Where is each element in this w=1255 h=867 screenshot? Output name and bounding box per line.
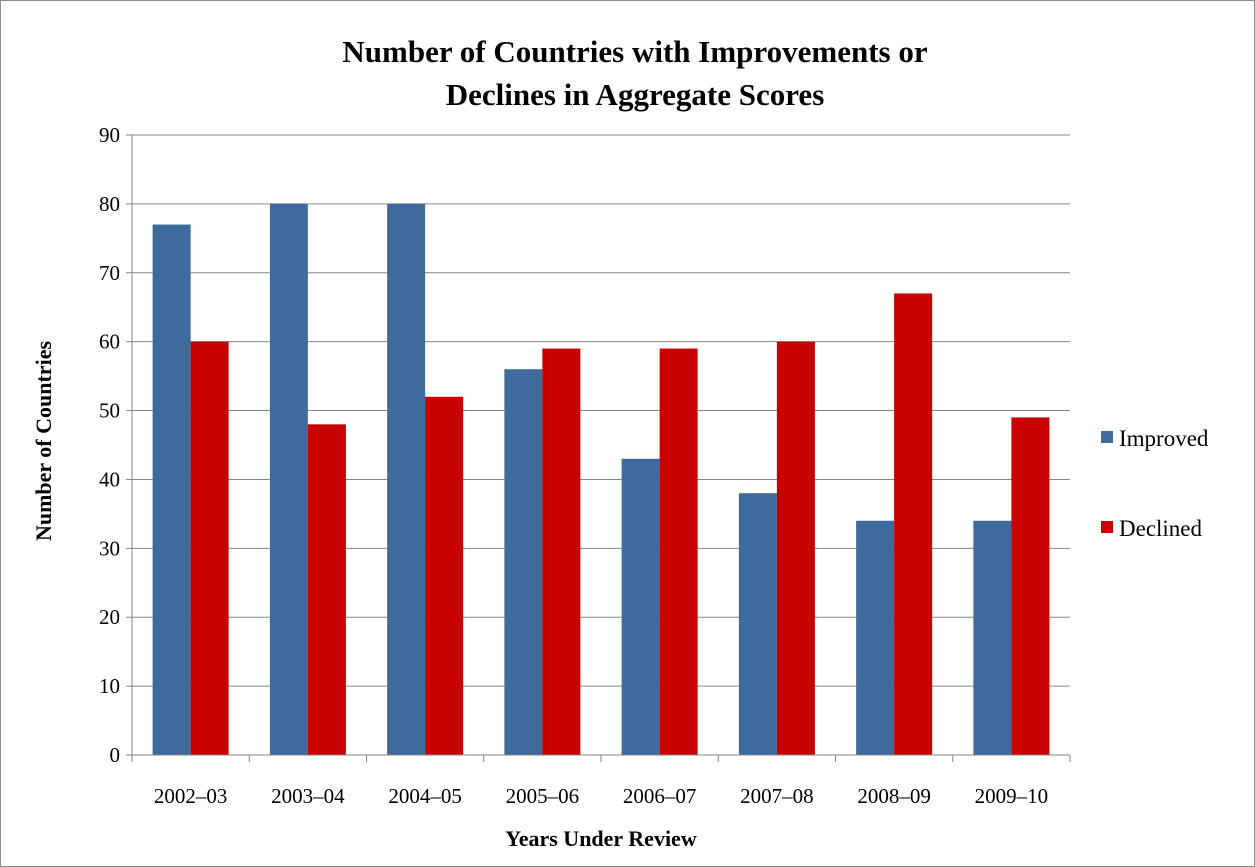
y-tick-label: 60: [99, 330, 120, 354]
y-tick-label: 0: [110, 743, 121, 767]
y-tick-label: 30: [99, 536, 120, 560]
y-tick-label: 70: [99, 261, 120, 285]
bar-declined-2003–04: [307, 424, 346, 755]
y-axis-title: Number of Countries: [31, 341, 56, 541]
y-tick-labels: 0 10 20 30 40 50 60 70 80 90: [99, 123, 120, 767]
legend: Improved Declined: [1101, 426, 1209, 541]
bar-improved-2005–06: [504, 369, 543, 755]
bar-declined-2007–08: [776, 341, 815, 755]
x-tick-label: 2006–07: [623, 784, 697, 808]
bars: [152, 203, 1050, 756]
x-axis-title: Years Under Review: [505, 826, 697, 851]
bar-improved-2003–04: [269, 203, 308, 755]
x-tick-label: 2004–05: [388, 784, 462, 808]
x-tick-labels: 2002–03 2003–04 2004–05 2005–06 2006–07 2007–…: [154, 784, 1048, 808]
y-tick-label: 50: [99, 399, 120, 423]
y-tick-label: 90: [99, 123, 120, 147]
bar-declined-2005–06: [542, 348, 581, 755]
bar-improved-2008–09: [856, 520, 895, 755]
x-tick-label: 2007–08: [740, 784, 814, 808]
bar-declined-2004–05: [425, 396, 464, 755]
legend-swatch-improved: [1101, 431, 1113, 443]
bar-improved-2007–08: [738, 493, 777, 755]
y-tick-label: 20: [99, 605, 120, 629]
y-tick-label: 10: [99, 674, 120, 698]
chart-title-line-1: Number of Countries with Improvements or: [342, 34, 927, 69]
bar-declined-2006–07: [659, 348, 698, 755]
bar-improved-2006–07: [621, 458, 660, 755]
y-tick-label: 40: [99, 467, 120, 491]
x-tick-label: 2003–04: [271, 784, 345, 808]
legend-item-declined: Declined: [1101, 516, 1203, 541]
y-tick-label: 80: [99, 192, 120, 216]
axes: [126, 134, 1071, 762]
legend-label-improved: Improved: [1119, 426, 1209, 451]
x-tick-label: 2002–03: [154, 784, 228, 808]
bar-improved-2009–10: [973, 520, 1012, 755]
bar-declined-2008–09: [894, 293, 933, 755]
legend-swatch-declined: [1101, 521, 1113, 533]
bar-improved-2004–05: [387, 203, 426, 755]
legend-item-improved: Improved: [1101, 426, 1209, 451]
x-tick-label: 2005–06: [506, 784, 580, 808]
chart-title-line-2: Declines in Aggregate Scores: [446, 77, 825, 112]
bar-declined-2009–10: [1011, 417, 1050, 755]
bar-improved-2002–03: [152, 224, 191, 756]
x-tick-label: 2009–10: [975, 784, 1049, 808]
bar-declined-2002–03: [190, 341, 229, 755]
x-tick-label: 2008–09: [857, 784, 931, 808]
legend-label-declined: Declined: [1119, 516, 1203, 541]
